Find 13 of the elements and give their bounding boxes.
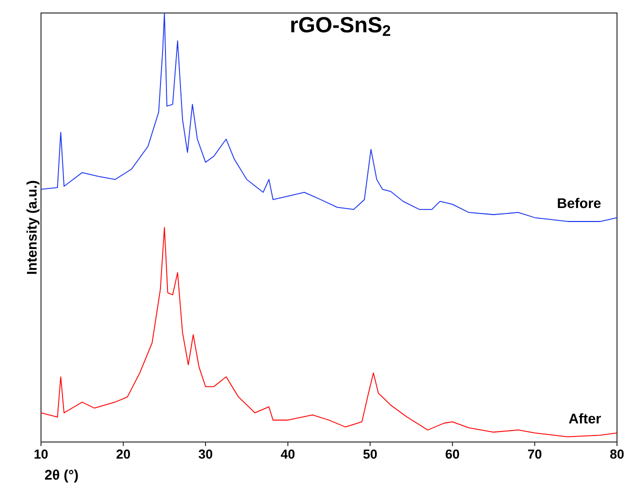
x-tick-label: 70 [528,450,542,459]
series-label: After [568,413,601,424]
x-axis-title: 2θ (°) [45,470,78,483]
series-label: Before [558,198,601,208]
y-axis-title: Intensity (a.u.) [26,180,40,274]
x-tick-label: 30 [198,450,212,459]
x-tick-label: 80 [610,450,624,459]
x-tick-label: 50 [363,450,377,459]
x-tick-label: 20 [116,450,130,459]
x-tick-label: 10 [34,450,48,459]
x-tick-label: 60 [446,450,460,459]
x-tick-label: 40 [280,450,295,459]
chart-title: rGO-SnS$_{2}$ [291,16,390,36]
